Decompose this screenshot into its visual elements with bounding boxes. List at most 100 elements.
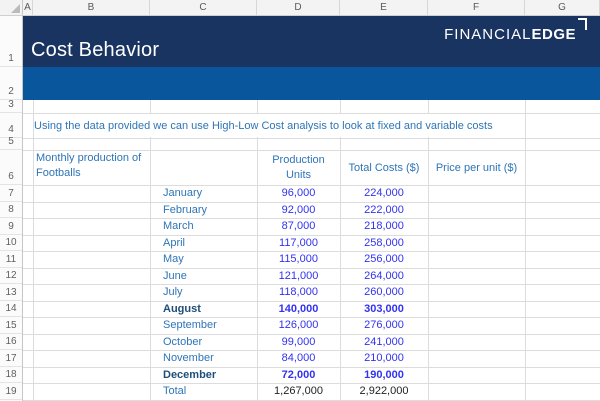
cell-units[interactable]: 117,000 (279, 237, 318, 249)
row-header-5[interactable]: 5 (0, 136, 22, 150)
cell-units[interactable]: 121,000 (278, 270, 319, 282)
cell-month[interactable]: June (163, 270, 187, 282)
row-header-11[interactable]: 11 (0, 251, 22, 268)
row-header-2[interactable]: 2 (0, 67, 22, 100)
select-all-triangle-icon (11, 4, 20, 13)
cell-units[interactable]: 99,000 (281, 336, 316, 348)
cell-units[interactable]: 96,000 (281, 187, 316, 199)
cell-month[interactable]: March (163, 220, 194, 232)
cell-units[interactable]: 140,000 (278, 303, 319, 315)
cell-costs[interactable]: 241,000 (364, 336, 404, 348)
table-row-january: January 96,000 224,000 (23, 185, 600, 202)
column-header-e[interactable]: E (340, 0, 428, 15)
cell-month[interactable]: October (163, 336, 203, 348)
gridline (23, 218, 600, 219)
header-monthly-production[interactable]: Monthly production of Footballs (36, 152, 142, 179)
gridline (23, 113, 600, 114)
cell-costs[interactable]: 260,000 (364, 286, 404, 298)
gridline (23, 185, 600, 186)
table-row-may: May 115,000 256,000 (23, 251, 600, 268)
logo-text-financial: FINANCIAL (444, 26, 532, 43)
gridline (23, 251, 600, 252)
table-row-september: September 126,000 276,000 (23, 317, 600, 334)
financial-edge-logo: FINANCIAL EDGE (444, 18, 587, 43)
column-header-g[interactable]: G (525, 0, 600, 15)
cell-month[interactable]: May (163, 253, 184, 265)
gridline (257, 100, 258, 400)
cell-month[interactable]: September (163, 319, 217, 331)
cell-costs[interactable]: 210,000 (364, 352, 404, 364)
row-header-14[interactable]: 14 (0, 301, 22, 317)
gridline (23, 350, 600, 351)
cell-costs[interactable]: 276,000 (364, 319, 404, 331)
cell-month[interactable]: April (163, 237, 186, 249)
header-total-costs[interactable]: Total Costs ($) (348, 161, 420, 174)
title-banner: Cost Behavior FINANCIAL EDGE (23, 16, 600, 67)
cell-month[interactable]: August (163, 303, 201, 315)
column-header-b[interactable]: B (33, 0, 150, 15)
cell-costs[interactable]: 218,000 (364, 220, 404, 232)
cell-costs[interactable]: 264,000 (364, 270, 404, 282)
row-header-15[interactable]: 15 (0, 317, 22, 334)
row-header-12[interactable]: 12 (0, 268, 22, 284)
cell-costs[interactable]: 190,000 (364, 369, 404, 381)
table-row-november: November 84,000 210,000 (23, 350, 600, 367)
cell-costs[interactable]: 256,000 (364, 253, 404, 265)
cell-month[interactable]: July (163, 286, 183, 298)
gridline (23, 301, 600, 302)
gridline (23, 334, 600, 335)
select-all-corner[interactable] (0, 0, 23, 16)
cell-month[interactable]: December (163, 369, 217, 381)
header-production-units[interactable]: Production Units (272, 153, 325, 181)
table-row-august: August 140,000 303,000 (23, 301, 600, 318)
cell-units[interactable]: 115,000 (279, 253, 318, 265)
cell-costs[interactable]: 258,000 (364, 237, 404, 249)
row-header-7[interactable]: 7 (0, 185, 22, 202)
column-header-a[interactable]: A (23, 0, 33, 15)
logo-corner-icon (578, 18, 587, 30)
row-header-19[interactable]: 19 (0, 383, 22, 400)
column-header-d[interactable]: D (257, 0, 340, 15)
row-header-8[interactable]: 8 (0, 202, 22, 218)
header-price-per-unit[interactable]: Price per unit ($) (435, 161, 518, 174)
row-header-1[interactable]: 1 (0, 16, 22, 67)
row-header-3[interactable]: 3 (0, 99, 22, 113)
cell-total-costs[interactable]: 2,922,000 (359, 385, 409, 397)
cell-costs[interactable]: 303,000 (364, 303, 404, 315)
cell-total-units[interactable]: 1,267,000 (274, 385, 323, 397)
logo-text-edge: EDGE (531, 26, 576, 43)
cell-units[interactable]: 87,000 (281, 220, 316, 232)
cell-units[interactable]: 72,000 (281, 369, 316, 381)
table-row-december: December 72,000 190,000 (23, 367, 600, 384)
row-header-10[interactable]: 10 (0, 235, 22, 251)
row-header-9[interactable]: 9 (0, 218, 22, 235)
gridline (340, 100, 341, 400)
table-row-june: June 121,000 264,000 (23, 268, 600, 285)
cell-units[interactable]: 126,000 (278, 319, 319, 331)
column-header-c[interactable]: C (150, 0, 257, 15)
cell-units[interactable]: 118,000 (279, 286, 318, 298)
row-header-16[interactable]: 16 (0, 334, 22, 350)
row-header-13[interactable]: 13 (0, 284, 22, 301)
table-row-july: July 118,000 260,000 (23, 284, 600, 301)
gridline (23, 138, 600, 139)
cell-month[interactable]: January (163, 187, 203, 199)
cell-costs[interactable]: 224,000 (364, 187, 404, 199)
gridline (23, 202, 600, 203)
gridline (33, 100, 34, 400)
column-header-f[interactable]: F (428, 0, 525, 15)
gridline (150, 100, 151, 400)
cell-month[interactable]: November (163, 352, 214, 364)
row-header-4[interactable]: 4 (0, 113, 22, 138)
row-header-17[interactable]: 17 (0, 350, 22, 367)
cell-month[interactable]: February (163, 204, 208, 216)
row-header-18[interactable]: 18 (0, 367, 22, 383)
intro-text-cell[interactable]: Using the data provided we can use High-… (34, 114, 493, 137)
cell-units[interactable]: 92,000 (281, 204, 316, 216)
cell-costs[interactable]: 222,000 (364, 204, 404, 216)
cell-total-label[interactable]: Total (163, 385, 187, 397)
cell-units[interactable]: 84,000 (281, 352, 316, 364)
row-header-6[interactable]: 6 (0, 150, 22, 185)
gridline (428, 100, 429, 400)
